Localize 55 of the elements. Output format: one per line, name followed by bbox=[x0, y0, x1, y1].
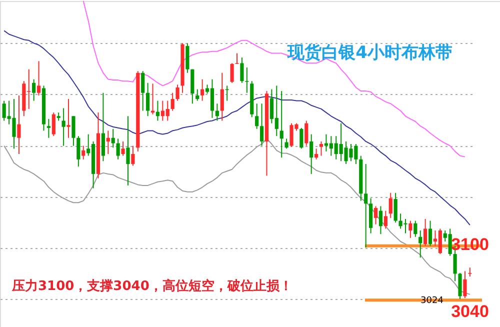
candlestick bbox=[374, 206, 378, 225]
candlestick bbox=[394, 192, 398, 224]
candlestick bbox=[458, 272, 462, 300]
candlestick bbox=[196, 88, 200, 102]
candlestick bbox=[463, 270, 467, 299]
candlestick bbox=[101, 92, 105, 162]
candlestick bbox=[408, 220, 412, 238]
candlestick bbox=[310, 134, 314, 174]
candlestick bbox=[314, 148, 318, 160]
candlestick bbox=[46, 118, 50, 138]
candlestick bbox=[384, 210, 388, 230]
candlestick bbox=[428, 220, 432, 246]
candlestick bbox=[245, 67, 249, 94]
chart-title: 现货白银4小时布林带 bbox=[286, 43, 452, 63]
candlestick bbox=[378, 206, 383, 235]
candlestick bbox=[215, 103, 219, 122]
candlestick bbox=[121, 140, 125, 156]
candlestick bbox=[220, 72, 224, 122]
candlestick bbox=[131, 145, 135, 166]
candlestick bbox=[388, 192, 392, 218]
candlestick bbox=[141, 70, 145, 112]
candlestick bbox=[36, 60, 41, 96]
candlestick bbox=[300, 127, 304, 150]
candlestick bbox=[176, 84, 180, 102]
candlestick bbox=[52, 112, 56, 137]
candlestick bbox=[72, 116, 76, 146]
candlestick bbox=[186, 42, 190, 74]
candlestick bbox=[319, 140, 324, 156]
candlestick bbox=[106, 130, 110, 154]
candlestick bbox=[82, 145, 86, 160]
candlestick bbox=[146, 82, 150, 117]
candlestick bbox=[62, 108, 66, 146]
candlestick bbox=[230, 62, 234, 84]
candlestick bbox=[418, 230, 422, 258]
candlestick bbox=[126, 116, 130, 186]
candlestick bbox=[170, 92, 174, 112]
candlestick bbox=[17, 94, 21, 154]
candlestick bbox=[284, 138, 288, 150]
candlestick bbox=[76, 136, 80, 168]
candlestick bbox=[111, 128, 115, 148]
candlestick bbox=[240, 57, 244, 84]
annotation: 3040 bbox=[451, 302, 489, 322]
candlestick bbox=[235, 52, 239, 64]
candlestick bbox=[280, 90, 284, 158]
candlestick bbox=[364, 163, 368, 248]
candlestick bbox=[32, 78, 36, 102]
candlestick bbox=[66, 98, 70, 138]
candlestick bbox=[255, 103, 259, 130]
annotation: 压力3100，支撑3040，高位短空，破位止损！ bbox=[11, 278, 292, 294]
candlestick bbox=[424, 218, 428, 246]
candlestick bbox=[200, 78, 204, 102]
candlestick bbox=[414, 220, 418, 238]
candlestick bbox=[304, 120, 308, 146]
candlestick bbox=[260, 103, 264, 146]
candlestick bbox=[116, 138, 120, 160]
